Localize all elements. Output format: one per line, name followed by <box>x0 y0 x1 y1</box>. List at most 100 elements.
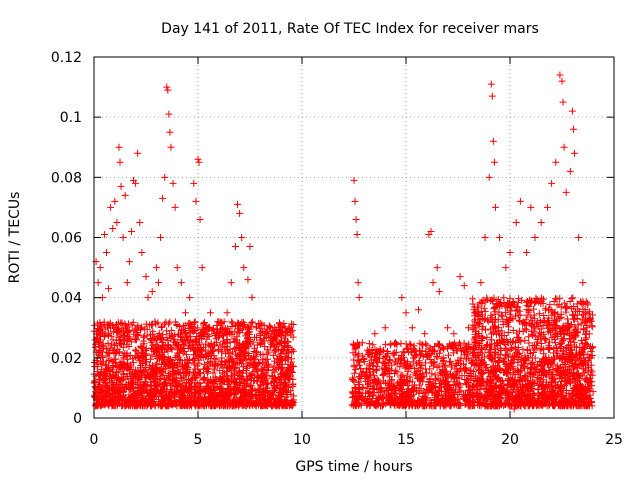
scatter-point <box>470 368 478 376</box>
scatter-point <box>439 358 447 366</box>
scatter-point <box>462 381 470 389</box>
scatter-point <box>96 343 104 351</box>
scatter-point <box>584 301 592 309</box>
scatter-point <box>555 354 563 362</box>
scatter-point <box>516 373 524 381</box>
scatter-point <box>189 392 197 400</box>
scatter-point <box>438 368 446 376</box>
scatter-point <box>425 351 433 359</box>
scatter-point <box>184 398 192 406</box>
scatter-point <box>500 331 508 339</box>
scatter-point <box>403 389 411 397</box>
scatter-point <box>224 389 232 397</box>
scatter-point <box>501 340 509 348</box>
scatter-point <box>582 402 590 410</box>
scatter-point <box>382 366 390 374</box>
scatter-point <box>515 327 523 335</box>
scatter-point <box>137 343 145 351</box>
scatter-point <box>235 329 243 337</box>
scatter-point <box>109 346 117 354</box>
scatter-point <box>121 395 129 403</box>
scatter-point <box>352 351 360 359</box>
scatter-point <box>218 332 226 340</box>
scatter-point <box>389 382 397 390</box>
scatter-point <box>196 215 204 223</box>
scatter-point <box>199 375 207 383</box>
scatter-point <box>518 387 526 395</box>
scatter-point <box>133 352 141 360</box>
scatter-point <box>519 318 527 326</box>
scatter-point <box>409 391 417 399</box>
scatter-point <box>161 320 169 328</box>
scatter-point <box>202 365 210 373</box>
scatter-point <box>415 389 423 397</box>
scatter-point <box>525 319 533 327</box>
scatter-point <box>522 375 530 383</box>
scatter-point <box>109 401 117 409</box>
scatter-point <box>350 356 358 364</box>
scatter-point <box>229 364 237 372</box>
scatter-point <box>547 387 555 395</box>
scatter-point <box>350 377 358 385</box>
scatter-point <box>497 382 505 390</box>
scatter-point <box>258 358 266 366</box>
scatter-point <box>279 369 287 377</box>
scatter-point <box>224 339 232 347</box>
scatter-point <box>436 349 444 357</box>
scatter-point <box>154 319 162 327</box>
scatter-point <box>487 354 495 362</box>
scatter-point <box>223 336 231 344</box>
scatter-point <box>102 400 110 408</box>
scatter-point <box>517 383 525 391</box>
scatter-point <box>507 344 515 352</box>
scatter-point <box>545 367 553 375</box>
scatter-point <box>113 218 121 226</box>
scatter-point <box>490 324 498 332</box>
scatter-point <box>441 398 449 406</box>
scatter-point <box>196 386 204 394</box>
scatter-point <box>99 352 107 360</box>
scatter-point <box>519 362 527 370</box>
scatter-point <box>537 363 545 371</box>
scatter-point <box>556 401 564 409</box>
scatter-point <box>495 393 503 401</box>
scatter-point <box>153 386 161 394</box>
scatter-point <box>192 197 200 205</box>
scatter-point <box>107 203 115 211</box>
scatter-point <box>441 379 449 387</box>
scatter-point <box>287 387 295 395</box>
scatter-point <box>507 360 515 368</box>
scatter-point <box>523 399 531 407</box>
scatter-point <box>203 352 211 360</box>
scatter-point <box>439 343 447 351</box>
scatter-point <box>426 376 434 383</box>
scatter-point <box>371 375 379 383</box>
scatter-point <box>286 362 294 370</box>
scatter-point <box>508 392 516 400</box>
scatter-point <box>390 351 398 359</box>
scatter-point <box>234 328 242 336</box>
scatter-point <box>181 382 189 390</box>
scatter-point <box>168 387 176 395</box>
scatter-point <box>511 352 519 360</box>
scatter-point <box>101 332 109 340</box>
scatter-point <box>475 356 483 364</box>
scatter-point <box>246 328 254 336</box>
scatter-point <box>216 341 224 349</box>
scatter-point <box>529 348 537 356</box>
scatter-point <box>274 359 282 367</box>
scatter-point <box>581 340 589 348</box>
scatter-point <box>578 383 586 391</box>
scatter-point <box>564 357 572 365</box>
scatter-point <box>166 334 174 342</box>
scatter-point <box>406 395 414 403</box>
scatter-point <box>462 364 470 372</box>
scatter-point <box>537 339 545 347</box>
scatter-point <box>348 394 356 402</box>
scatter-point <box>287 328 295 336</box>
scatter-point <box>199 388 207 396</box>
scatter-point <box>134 367 142 375</box>
scatter-point <box>123 355 131 363</box>
scatter-point <box>550 298 558 306</box>
scatter-point <box>381 387 389 395</box>
